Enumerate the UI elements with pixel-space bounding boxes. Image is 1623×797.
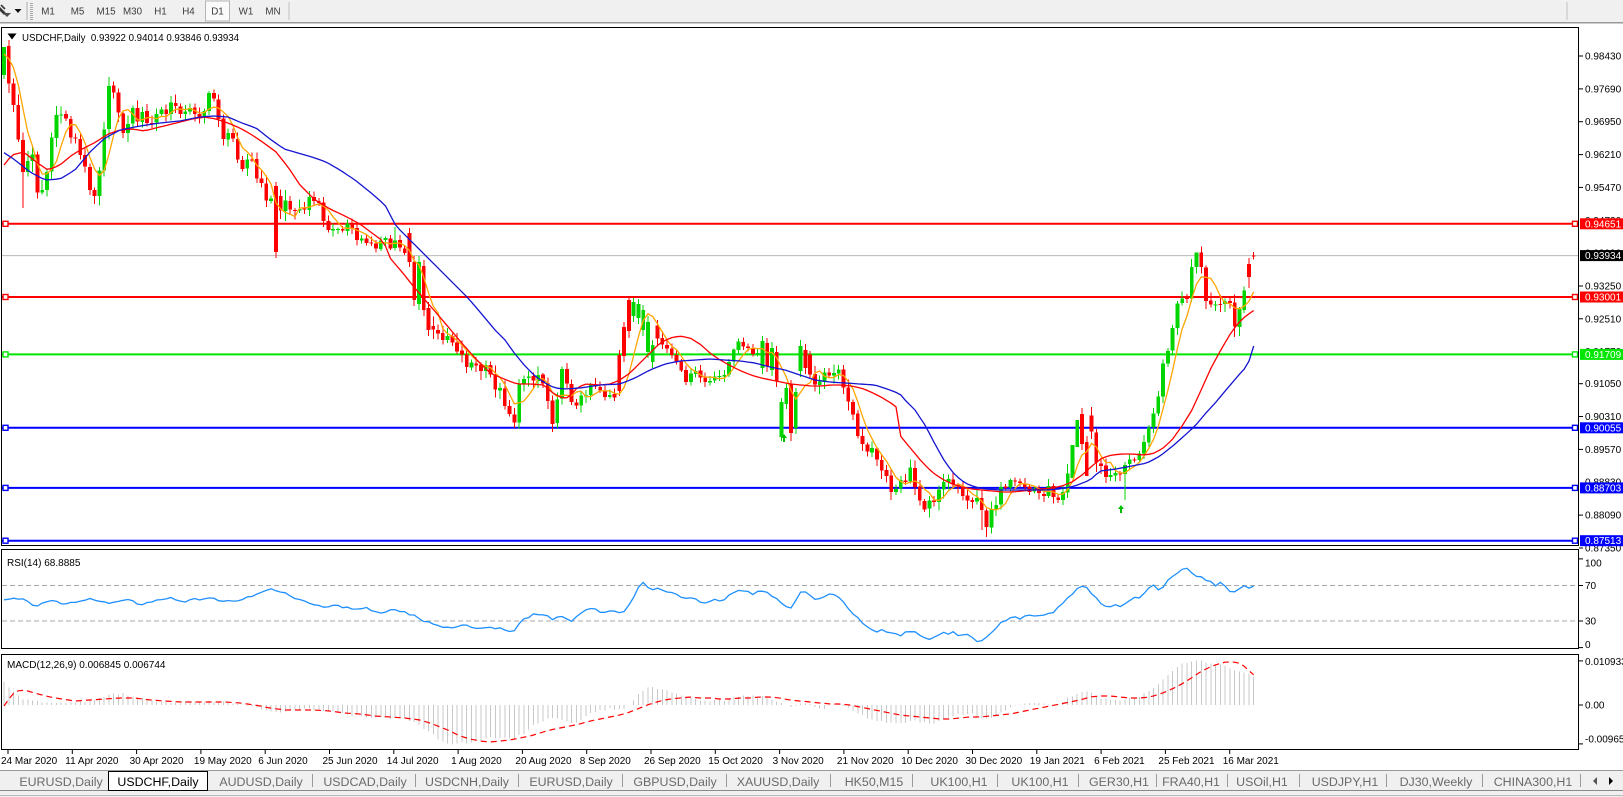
- svg-text:21 Nov 2020: 21 Nov 2020: [837, 756, 894, 767]
- svg-text:FRA40,H1: FRA40,H1: [1162, 775, 1220, 789]
- svg-text:USDCHF,Daily 0.93922 0.94014: USDCHF,Daily 0.93922 0.94014 0.93846 0.9…: [22, 33, 240, 44]
- svg-text:15 Oct 2020: 15 Oct 2020: [708, 756, 763, 767]
- svg-text:6 Feb 2021: 6 Feb 2021: [1094, 756, 1145, 767]
- svg-text:UK100,H1: UK100,H1: [930, 775, 987, 789]
- svg-text:M1: M1: [41, 7, 55, 18]
- svg-text:8 Sep 2020: 8 Sep 2020: [580, 756, 632, 767]
- svg-text:M30: M30: [123, 7, 143, 18]
- svg-text:0.94651: 0.94651: [1585, 219, 1622, 230]
- svg-text:14 Jul 2020: 14 Jul 2020: [387, 756, 439, 767]
- svg-text:25 Jun 2020: 25 Jun 2020: [323, 756, 378, 767]
- svg-text:AUDUSD,Daily: AUDUSD,Daily: [219, 775, 303, 789]
- svg-text:0: 0: [1585, 640, 1591, 651]
- svg-text:XAUUSD,Daily: XAUUSD,Daily: [737, 775, 820, 789]
- svg-text:20 Aug 2020: 20 Aug 2020: [515, 756, 572, 767]
- svg-text:0.98430: 0.98430: [1585, 52, 1622, 63]
- svg-text:0.88703: 0.88703: [1585, 483, 1622, 494]
- svg-text:0.93934: 0.93934: [1585, 251, 1622, 262]
- svg-text:W1: W1: [239, 7, 254, 18]
- svg-text:MN: MN: [265, 7, 280, 18]
- svg-text:30 Apr 2020: 30 Apr 2020: [130, 756, 184, 767]
- svg-text:0.010933: 0.010933: [1585, 657, 1623, 668]
- svg-text:USDJPY,H1: USDJPY,H1: [1312, 775, 1379, 789]
- svg-text:HK50,M15: HK50,M15: [845, 775, 904, 789]
- svg-text:1 Aug 2020: 1 Aug 2020: [451, 756, 502, 767]
- svg-text:0.87513: 0.87513: [1585, 536, 1622, 547]
- svg-text:USDCHF,Daily: USDCHF,Daily: [117, 775, 199, 789]
- svg-text:M15: M15: [96, 7, 116, 18]
- svg-text:GBPUSD,Daily: GBPUSD,Daily: [633, 775, 717, 789]
- svg-text:0.90055: 0.90055: [1585, 423, 1622, 434]
- svg-text:0.90310: 0.90310: [1585, 412, 1622, 423]
- svg-text:-0.009653: -0.009653: [1585, 735, 1623, 746]
- svg-text:3 Nov 2020: 3 Nov 2020: [773, 756, 825, 767]
- svg-text:0.93250: 0.93250: [1585, 282, 1622, 293]
- svg-text:16 Mar 2021: 16 Mar 2021: [1223, 756, 1280, 767]
- svg-text:6 Jun 2020: 6 Jun 2020: [258, 756, 308, 767]
- svg-text:0.93001: 0.93001: [1585, 293, 1622, 304]
- svg-text:25 Feb 2021: 25 Feb 2021: [1158, 756, 1215, 767]
- svg-text:USDCNH,Daily: USDCNH,Daily: [425, 775, 510, 789]
- svg-text:0.92510: 0.92510: [1585, 314, 1622, 325]
- svg-text:0.91050: 0.91050: [1585, 379, 1622, 390]
- svg-text:70: 70: [1585, 581, 1597, 592]
- svg-text:EURUSD,Daily: EURUSD,Daily: [529, 775, 613, 789]
- svg-text:0.89570: 0.89570: [1585, 445, 1622, 456]
- svg-text:100: 100: [1585, 558, 1602, 569]
- svg-text:RSI(14) 68.8885: RSI(14) 68.8885: [7, 558, 81, 569]
- svg-text:M5: M5: [71, 7, 85, 18]
- svg-text:H1: H1: [154, 7, 167, 18]
- svg-text:D1: D1: [211, 7, 224, 18]
- svg-text:24 Mar 2020: 24 Mar 2020: [1, 756, 58, 767]
- svg-text:H4: H4: [182, 7, 195, 18]
- svg-text:0.87350: 0.87350: [1585, 544, 1622, 555]
- svg-text:0.97690: 0.97690: [1585, 84, 1622, 95]
- svg-text:GER30,H1: GER30,H1: [1089, 775, 1149, 789]
- svg-text:USOil,H1: USOil,H1: [1236, 775, 1288, 789]
- svg-text:26 Sep 2020: 26 Sep 2020: [644, 756, 701, 767]
- svg-text:MACD(12,26,9) 0.006845 0.00674: MACD(12,26,9) 0.006845 0.006744: [7, 660, 166, 671]
- svg-text:10 Dec 2020: 10 Dec 2020: [901, 756, 958, 767]
- svg-text:0.96210: 0.96210: [1585, 150, 1622, 161]
- svg-text:30: 30: [1585, 617, 1597, 628]
- svg-text:0.00: 0.00: [1585, 701, 1605, 712]
- svg-text:DJ30,Weekly: DJ30,Weekly: [1400, 775, 1474, 789]
- svg-text:UK100,H1: UK100,H1: [1011, 775, 1068, 789]
- svg-text:EURUSD,Daily: EURUSD,Daily: [19, 775, 103, 789]
- svg-text:11 Apr 2020: 11 Apr 2020: [65, 756, 119, 767]
- svg-text:19 May 2020: 19 May 2020: [194, 756, 252, 767]
- svg-text:0.96950: 0.96950: [1585, 117, 1622, 128]
- svg-text:CHINA300,H1: CHINA300,H1: [1494, 775, 1573, 789]
- svg-text:0.91709: 0.91709: [1585, 350, 1622, 361]
- svg-text:0.88090: 0.88090: [1585, 511, 1622, 522]
- svg-text:0.95470: 0.95470: [1585, 183, 1622, 194]
- svg-text:19 Jan 2021: 19 Jan 2021: [1030, 756, 1085, 767]
- svg-text:30 Dec 2020: 30 Dec 2020: [966, 756, 1023, 767]
- svg-text:USDCAD,Daily: USDCAD,Daily: [323, 775, 407, 789]
